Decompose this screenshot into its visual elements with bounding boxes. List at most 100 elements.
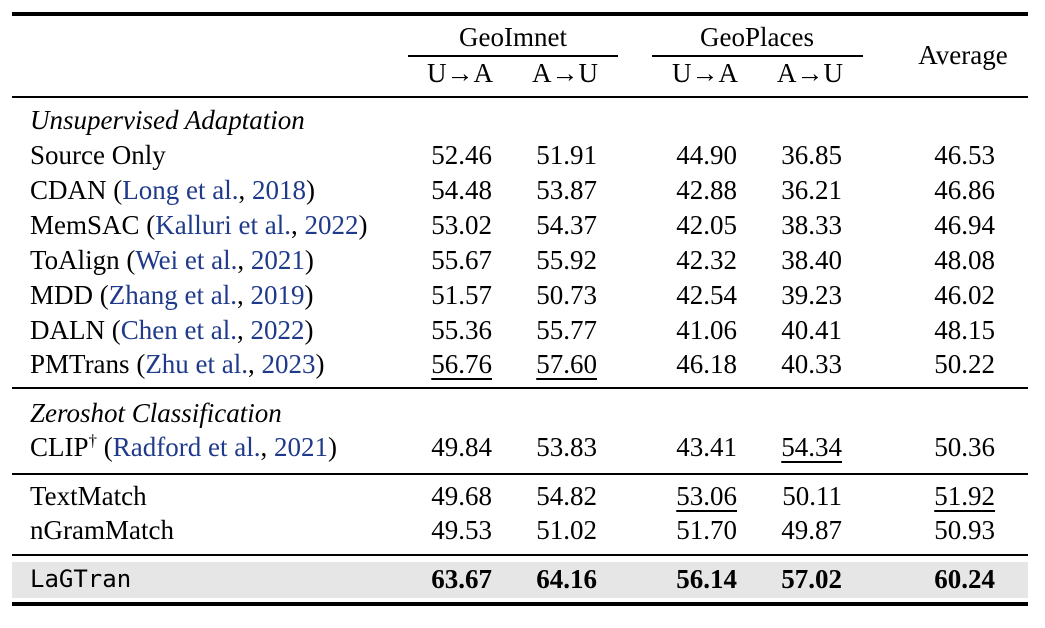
- value-geoplaces-a-to-u: 38.40: [781, 245, 842, 275]
- value-geoplaces-a-to-u: 57.02: [781, 564, 842, 594]
- value-geoplaces-a-to-u: 38.33: [781, 210, 842, 240]
- value-geoimnet-u-to-a: 55.67: [431, 245, 492, 275]
- method-label: TextMatch: [30, 481, 147, 511]
- method-name: Source Only: [30, 138, 166, 172]
- header-average: Average: [918, 40, 1008, 70]
- method-label: MemSAC: [30, 210, 140, 240]
- cite-open: (: [97, 432, 113, 462]
- citation-link[interactable]: Chen et al.: [120, 315, 237, 345]
- header-geoimnet: GeoImnet: [459, 22, 567, 52]
- citation-year-link[interactable]: 2018: [251, 175, 306, 205]
- cite-open: (: [119, 245, 136, 275]
- cite-comma: ,: [260, 432, 274, 462]
- method-label: PMTrans: [30, 349, 130, 379]
- cite-close: ): [358, 210, 368, 240]
- header-geoimnet-u-to-a: U→A: [427, 58, 493, 88]
- cite-close: ): [304, 315, 314, 345]
- value-average: 51.92: [934, 481, 995, 511]
- value-geoplaces-u-to-a: 46.18: [676, 349, 737, 379]
- cite-close: ): [304, 245, 314, 275]
- cite-comma: ,: [237, 245, 251, 275]
- value-average: 50.93: [934, 515, 995, 545]
- value-average: 50.22: [934, 349, 995, 379]
- header-rule: [12, 96, 1028, 98]
- method-label: CDAN: [30, 175, 107, 205]
- geoplaces-cmidrule: [652, 55, 863, 57]
- cite-close: ): [305, 175, 315, 205]
- section-rule-2: [12, 473, 1028, 475]
- header-geoplaces: GeoPlaces: [700, 22, 814, 52]
- value-geoplaces-u-to-a: 56.14: [676, 564, 737, 594]
- citation-year-link[interactable]: 2022: [250, 315, 305, 345]
- value-average: 60.24: [934, 564, 995, 594]
- citation-year-link[interactable]: 2021: [273, 432, 328, 462]
- value-geoimnet-a-to-u: 55.77: [536, 315, 597, 345]
- method-name: ToAlign (Wei et al., 2021): [30, 243, 314, 277]
- value-geoimnet-a-to-u: 54.82: [536, 481, 597, 511]
- value-geoplaces-u-to-a: 43.41: [676, 432, 737, 462]
- citation-link[interactable]: Zhang et al.: [108, 280, 237, 310]
- value-geoplaces-a-to-u: 40.33: [781, 349, 842, 379]
- value-geoimnet-u-to-a: 56.76: [431, 349, 492, 379]
- method-label: Source Only: [30, 140, 166, 170]
- cite-open: (: [139, 210, 156, 240]
- value-geoplaces-u-to-a: 42.88: [676, 175, 737, 205]
- citation-year-link[interactable]: 2019: [250, 280, 305, 310]
- value-average: 46.53: [934, 140, 995, 170]
- cite-open: (: [106, 175, 123, 205]
- citation-link[interactable]: Kalluri et al.: [155, 210, 291, 240]
- value-average: 46.02: [934, 280, 995, 310]
- value-geoplaces-u-to-a: 42.54: [676, 280, 737, 310]
- top-rule: [12, 12, 1028, 16]
- geoimnet-cmidrule: [408, 55, 618, 57]
- method-label: DALN: [30, 315, 105, 345]
- citation-link[interactable]: Radford et al.: [112, 432, 261, 462]
- method-label: CLIP: [30, 432, 89, 462]
- cite-comma: ,: [238, 175, 252, 205]
- value-geoimnet-a-to-u: 54.37: [536, 210, 597, 240]
- method-name: MDD (Zhang et al., 2019): [30, 278, 313, 312]
- header-geoplaces-u-to-a: U→A: [672, 58, 738, 88]
- citation-year-link[interactable]: 2023: [261, 349, 316, 379]
- section-rule-1: [12, 387, 1028, 389]
- method-name: TextMatch: [30, 479, 147, 513]
- citation-year-link[interactable]: 2022: [304, 210, 359, 240]
- citation-link[interactable]: Wei et al.: [135, 245, 238, 275]
- cite-open: (: [93, 280, 109, 310]
- value-geoplaces-a-to-u: 36.85: [781, 140, 842, 170]
- section-unsupervised-adaptation: Unsupervised Adaptation: [30, 105, 305, 135]
- value-geoplaces-a-to-u: 36.21: [781, 175, 842, 205]
- method-label: ToAlign: [30, 245, 120, 275]
- value-average: 48.08: [934, 245, 995, 275]
- citation-link[interactable]: Zhu et al.: [145, 349, 249, 379]
- header-geoplaces-a-to-u: A→U: [777, 58, 843, 88]
- value-geoimnet-a-to-u: 51.91: [536, 140, 597, 170]
- value-geoimnet-u-to-a: 55.36: [431, 315, 492, 345]
- value-geoimnet-a-to-u: 64.16: [536, 564, 597, 594]
- citation-link[interactable]: Long et al.: [122, 175, 239, 205]
- method-label: MDD: [30, 280, 94, 310]
- method-name: nGramMatch: [30, 513, 174, 547]
- value-geoplaces-u-to-a: 51.70: [676, 515, 737, 545]
- value-geoimnet-a-to-u: 57.60: [536, 349, 597, 379]
- value-geoplaces-a-to-u: 39.23: [781, 280, 842, 310]
- value-geoimnet-u-to-a: 52.46: [431, 140, 492, 170]
- value-geoplaces-u-to-a: 41.06: [676, 315, 737, 345]
- cite-close: ): [304, 280, 314, 310]
- method-label: nGramMatch: [30, 515, 174, 545]
- method-name: CDAN (Long et al., 2018): [30, 173, 315, 207]
- value-geoimnet-u-to-a: 53.02: [431, 210, 492, 240]
- value-geoimnet-u-to-a: 51.57: [431, 280, 492, 310]
- section-zeroshot-classification: Zeroshot Classification: [30, 398, 282, 428]
- method-name: DALN (Chen et al., 2022): [30, 313, 313, 347]
- value-average: 50.36: [934, 432, 995, 462]
- lagtran-highlight: [12, 562, 1028, 598]
- value-geoimnet-a-to-u: 50.73: [536, 280, 597, 310]
- citation-year-link[interactable]: 2021: [250, 245, 305, 275]
- cite-comma: ,: [236, 315, 251, 345]
- cite-close: ): [315, 349, 325, 379]
- value-geoimnet-u-to-a: 63.67: [431, 564, 492, 594]
- value-geoplaces-u-to-a: 44.90: [676, 140, 737, 170]
- section-rule-3: [12, 554, 1028, 556]
- value-geoimnet-a-to-u: 53.83: [536, 432, 597, 462]
